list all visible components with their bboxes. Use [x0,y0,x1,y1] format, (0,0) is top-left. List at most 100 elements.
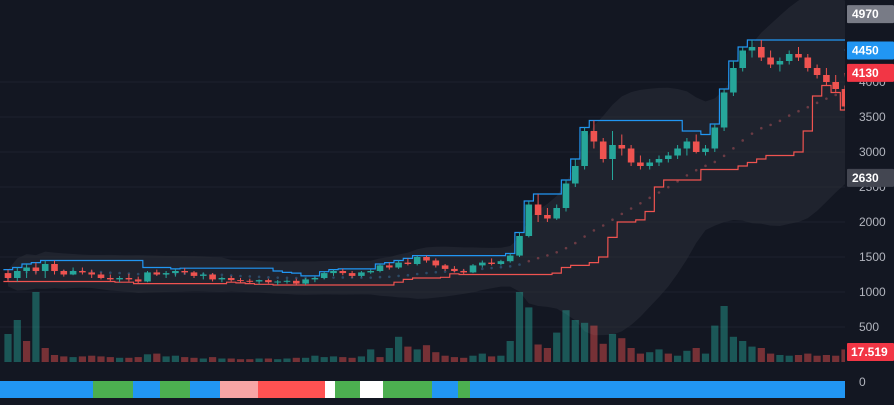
volume-bar [804,353,812,362]
candle-body [386,265,393,268]
midline-dot [555,250,558,254]
volume-bar [729,336,737,362]
volume-bar [608,334,617,362]
volume-bar [441,355,449,362]
candle-body [339,271,347,274]
candle-body [776,61,784,65]
volume-bar [646,352,654,362]
price-tick-label: 3500 [859,110,886,124]
candle-body [283,280,291,282]
price-tick-label: 2000 [859,215,886,229]
indicator-segment [133,381,160,398]
volume-bar [813,355,821,362]
candle-body [367,271,374,273]
indicator-segment [93,381,133,398]
price-tick-label: 1000 [859,285,886,299]
midline-dot [657,191,661,194]
candle-body [683,141,691,149]
midline-dot [481,267,484,271]
candlestick-series [4,40,849,285]
candle-body [637,162,644,166]
volume-bar [627,348,635,362]
midline-dot [629,207,633,210]
volume-bar [701,353,710,362]
midline-dot [229,274,233,277]
volume-bar [683,350,691,362]
midline-dot [760,126,763,130]
midline-dot [267,276,270,279]
midline-dot [248,275,252,278]
candle-body [153,272,161,275]
candle-body [4,273,12,278]
candle-body [32,267,40,271]
volume-bar [776,355,784,362]
volume-bar [720,306,728,362]
midline-dot [574,241,577,245]
midline-dot [769,123,772,127]
indicator-segment [335,381,360,398]
midline-dot [397,274,400,278]
volume-bar [469,355,477,362]
price-tag-4450 [847,41,894,60]
indicator-segment [160,381,190,398]
indicator-segment [325,381,335,398]
price-tag-label: 4970 [852,7,879,21]
candle-body [413,257,421,264]
indicator-segment [220,381,258,398]
midline-dot [443,270,447,273]
candle-body [60,271,68,275]
volume-bar [395,336,403,362]
volume-bar [794,355,803,362]
candle-body [97,274,105,278]
volume-bar [636,353,644,362]
candle-body [274,281,281,283]
candle-body [627,148,635,163]
volume-bar [367,349,375,362]
candle-body [804,57,812,68]
volume-bar [525,307,533,362]
volume-bar [78,356,86,362]
candle-body [376,265,384,271]
volume-bar [181,357,189,362]
candle-body [246,280,254,282]
volume-bar [339,357,347,362]
volume-bar [50,355,59,362]
midline-dot [508,265,512,268]
midline-dot [592,229,596,232]
volume-bar [190,357,198,362]
candle-body [200,274,207,276]
volume-bar [283,358,291,362]
volume-bars [4,292,849,362]
volume-bar [571,320,579,362]
volume-bar [60,356,68,362]
candle-body [823,75,830,82]
candle-body [218,278,226,280]
volume-bar [562,310,570,362]
midline-dot [136,272,140,276]
volume-tag [847,343,894,361]
midline-dot [295,276,298,280]
candle-body [181,271,188,273]
candle-body [293,280,300,284]
volume-bar [255,358,263,362]
candle-body [655,159,663,163]
volume-bar [153,353,161,362]
volume-bar [534,344,542,362]
candle-body [692,141,700,152]
upper-channel-line [3,39,851,277]
midline-dot [388,275,391,279]
candle-body [516,236,523,256]
midline-dot [685,174,689,177]
midline-dot [369,276,373,279]
volume-tag-label: 17.519 [851,345,888,359]
candle-body [432,260,440,266]
midline-dot [499,265,503,269]
candle-body [534,204,542,215]
midline-dot [490,266,493,270]
volume-bar [69,357,77,362]
midline-dot [536,256,540,260]
candle-body [590,131,598,142]
volume-bar [832,355,840,362]
volume-bar [41,348,49,362]
